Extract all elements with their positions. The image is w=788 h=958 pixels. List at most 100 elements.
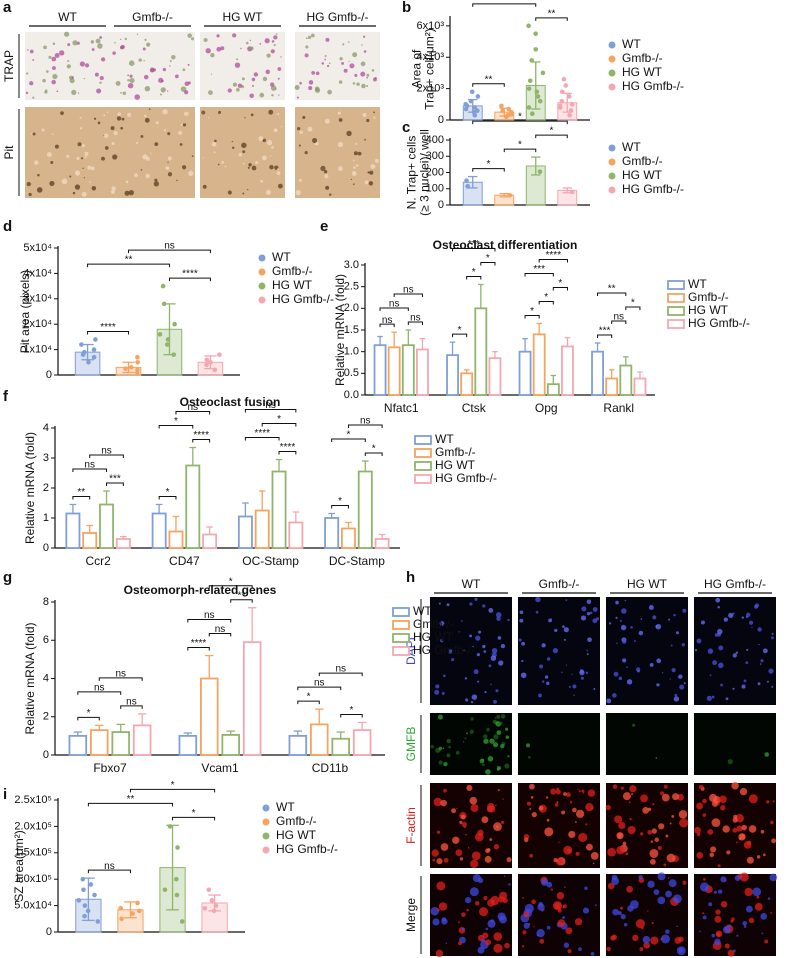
micrograph-feature (523, 837, 529, 843)
micrograph-feature (459, 857, 464, 861)
micrograph-feature (678, 810, 688, 819)
micrograph-feature (756, 895, 760, 899)
micrograph-feature (521, 945, 525, 948)
micrograph-feature (338, 80, 343, 84)
micrograph-feature (771, 632, 774, 635)
data-point (499, 103, 504, 109)
micrograph-feature (41, 128, 45, 132)
column-label: Gmfb-/- (132, 10, 173, 24)
micrograph-feature (562, 625, 565, 629)
micrograph-feature (592, 607, 598, 612)
micrograph (200, 32, 285, 100)
data-point (568, 108, 574, 113)
micrograph-feature (451, 808, 457, 814)
column-label: HG Gmfb-/- (704, 577, 766, 591)
micrograph-feature (526, 743, 531, 748)
micrograph-feature (127, 112, 132, 117)
bar (619, 364, 633, 396)
micrograph-feature (673, 696, 680, 702)
micrograph-feature (184, 111, 189, 117)
bar (111, 731, 130, 756)
micrograph-feature (578, 832, 588, 842)
legend-marker (667, 293, 685, 303)
sig-bracket (480, 262, 496, 266)
micrograph-feature (321, 62, 325, 65)
micrograph-feature (521, 659, 524, 663)
micrograph-feature (91, 185, 97, 191)
micrograph-feature (121, 117, 125, 121)
data-point (91, 347, 97, 352)
legend-marker (262, 818, 270, 826)
micrograph-feature (732, 687, 735, 690)
micrograph-feature (348, 41, 350, 43)
micrograph-feature (717, 889, 723, 894)
sig-bracket (503, 148, 537, 153)
data-point (157, 332, 163, 337)
micrograph-feature (556, 801, 559, 804)
micrograph-feature (519, 618, 524, 623)
y-tick-label: 2.5 (344, 281, 359, 293)
micrograph-feature (539, 938, 545, 944)
legend-label: HG WT (622, 65, 663, 79)
micrograph-feature (666, 853, 676, 863)
sig-bracket (77, 691, 122, 695)
column-label: WT (462, 577, 481, 591)
micrograph-feature (307, 126, 313, 132)
legend-marker (608, 83, 616, 91)
legend-marker (667, 306, 685, 316)
data-point (81, 887, 86, 893)
micrograph-feature (325, 185, 330, 190)
micrograph-feature (69, 78, 75, 84)
micrograph-feature (145, 173, 151, 179)
sig-label: * (458, 325, 462, 336)
micrograph-feature (84, 63, 90, 68)
micrograph-feature (84, 155, 87, 158)
micrograph-feature (446, 753, 451, 758)
micrograph-feature (167, 172, 173, 177)
sig-bracket (87, 802, 174, 807)
micrograph-feature (232, 33, 237, 38)
micrograph-feature (436, 908, 440, 912)
micrograph-feature (324, 174, 329, 179)
bar (65, 512, 81, 549)
micrograph-feature (549, 618, 553, 621)
legend-marker (608, 172, 616, 180)
micrograph-feature (138, 58, 142, 62)
sig-label: * (372, 444, 376, 455)
sig-label: ** (608, 284, 616, 295)
micrograph-feature (207, 117, 210, 119)
micrograph-feature (756, 855, 761, 859)
sig-bracket (347, 424, 383, 428)
data-point (464, 178, 469, 183)
micrograph-feature (498, 660, 504, 666)
micrograph-feature (260, 179, 264, 183)
micrograph-feature (741, 684, 746, 689)
micrograph-feature (546, 657, 551, 661)
y-axis-label: Relative mRNA (fold) (333, 274, 347, 386)
micrograph-feature (49, 180, 55, 187)
data-point (119, 916, 124, 922)
micrograph-feature (374, 77, 377, 80)
micrograph-feature (719, 795, 727, 804)
micrograph-feature (587, 789, 596, 797)
micrograph-feature (455, 750, 460, 755)
micrograph-feature (483, 734, 488, 739)
y-tick-label: 2.5x10⁵ (14, 794, 52, 806)
micrograph-feature (490, 655, 497, 661)
micrograph-feature (629, 818, 632, 821)
micrograph-feature (461, 912, 466, 917)
micrograph-feature (482, 604, 486, 608)
data-point (161, 301, 167, 307)
micrograph-feature (539, 664, 544, 669)
micrograph-feature (578, 790, 581, 793)
micrograph-feature (711, 933, 716, 938)
micrograph-feature (711, 800, 719, 807)
micrograph-feature (499, 721, 503, 725)
micrograph-feature (488, 608, 494, 613)
micrograph-feature (280, 126, 283, 128)
sig-label: ns (265, 400, 276, 411)
legend-label: HG WT (622, 168, 663, 182)
micrograph-feature (258, 136, 264, 142)
data-point (537, 98, 543, 104)
micrograph-feature (654, 837, 660, 842)
